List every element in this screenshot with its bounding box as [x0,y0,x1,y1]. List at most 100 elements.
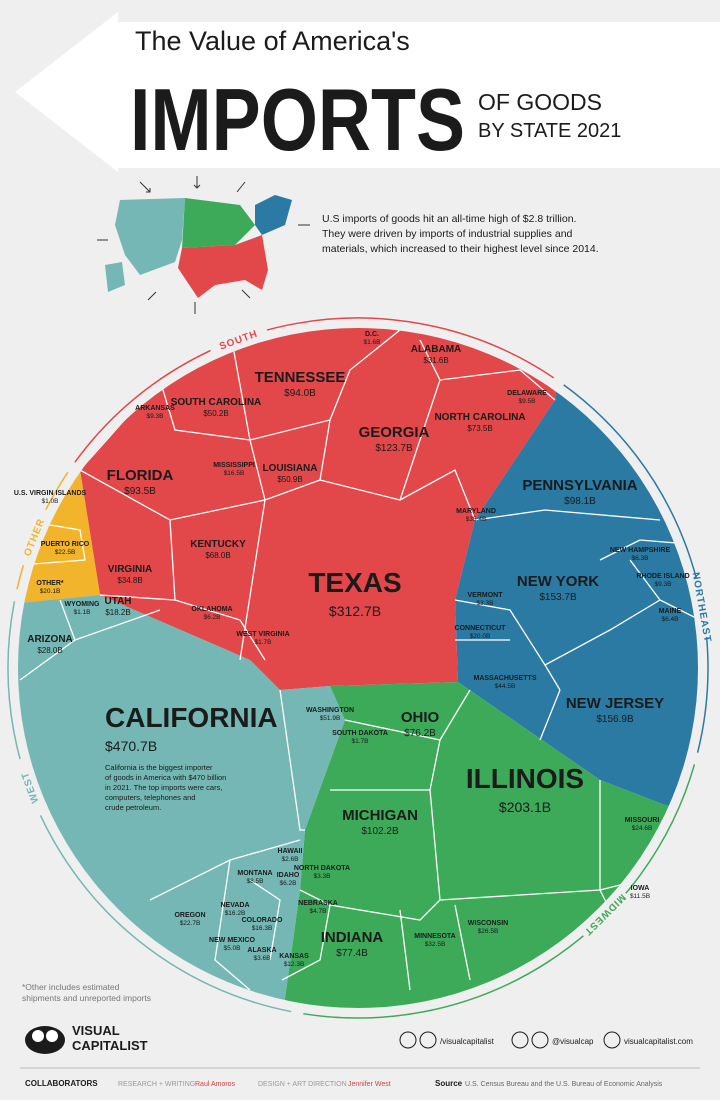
state-value: $6.2B [204,614,221,621]
state-value: $50.2B [203,409,228,418]
state-name: ALASKA [247,947,276,954]
state-value: $1.7B [352,738,369,745]
state-name: VERMONT [468,592,504,599]
state-value: $76.2B [404,728,436,739]
state-value: $3.3B [314,873,331,880]
state-name: CONNECTICUT [455,625,507,632]
state-value: $3.6B [254,955,271,962]
state-name: WASHINGTON [306,707,354,714]
intro-line: They were driven by imports of industria… [322,228,573,240]
state-value: $102.2B [361,826,399,837]
state-value: $153.7B [539,592,577,603]
state-value: $2.6B [282,856,299,863]
title-line: The Value of America's [135,26,410,56]
footer-name: Raul Amoros [195,1081,236,1088]
state-name: KANSAS [279,953,309,960]
state-value: $35.4B [466,516,487,523]
note-line: crude petroleum. [105,803,161,812]
state-name: KENTUCKY [190,539,246,550]
state-name: NEW JERSEY [566,695,664,712]
state-value: $1.0B [42,498,59,505]
state-name: FLORIDA [107,467,174,484]
footer-label: COLLABORATORS [25,1079,98,1088]
state-name: ALABAMA [411,344,462,355]
state-value: $1.1B [74,609,91,616]
state-name: NEW HAMPSHIRE [610,547,671,554]
brand-name: CAPITALIST [72,1038,148,1053]
state-name: SOUTH CAROLINA [171,397,262,408]
state-value: $470.7B [105,738,157,754]
state-name: OREGON [174,912,205,919]
note-line: computers, telephones and [105,793,195,802]
state-name: PUERTO RICO [41,541,90,548]
state-value: $9.3B [655,581,672,588]
brand-name: VISUAL [72,1023,120,1038]
note-line: California is the biggest importer [105,763,213,772]
state-name: DELAWARE [507,390,547,397]
state-value: $18.2B [105,608,130,617]
ring-arc [563,384,709,753]
state-name: WYOMING [65,601,101,608]
state-name: MAINE [659,608,682,615]
intro-text: U.S imports of goods hit an all-time hig… [322,213,599,255]
state-value: $5.0B [224,945,241,952]
state-value: $6.3B [632,555,649,562]
state-value: $156.9B [596,714,634,725]
social-handle[interactable]: @visualcap [552,1037,594,1046]
note-line: in 2021. The top imports were cars, [105,783,222,792]
state-name: NEBRASKA [298,900,338,907]
social-icons [399,1031,621,1049]
state-value: $1.7B [255,639,272,646]
state-value: $6.4B [662,616,679,623]
state-value: $93.5B [124,486,156,497]
state-name: OKLAHOMA [191,606,232,613]
state-name: ARIZONA [27,634,73,645]
state-name: ILLINOIS [466,763,584,794]
footer-source: U.S. Census Bureau and the U.S. Bureau o… [465,1081,663,1088]
state-value: $16.3B [252,925,273,932]
ring-arc [303,764,696,1019]
state-value: $34.8B [117,576,142,585]
state-value: $24.6B [632,825,653,832]
state-value: $68.0B [205,551,230,560]
state-value: $20.0B [470,633,491,640]
state-name: VIRGINIA [108,564,152,575]
state-name: UTAH [104,596,131,607]
state-value: $26.5B [478,928,499,935]
state-value: $8.5B [247,878,264,885]
state-name: IDAHO [277,872,300,879]
state-value: $203.1B [499,799,551,815]
footer-label: Source [435,1079,463,1088]
state-name: SOUTH DAKOTA [332,730,388,737]
state-name: LOUISIANA [263,463,318,474]
state-name: IOWA [631,885,650,892]
state-value: $50.9B [277,475,302,484]
state-value: $12.3B [284,961,305,968]
state-value: $16.2B [225,910,246,917]
state-value: $44.5B [495,683,516,690]
state-labels: D.C.$1.6B ALABAMA$31.6B TENNESSEE $94.0B ARK… [14,331,690,968]
ring-label-bg [690,576,715,638]
state-value: $22.7B [180,920,201,927]
state-value: $73.5B [467,424,492,433]
state-value: $11.5B [630,893,650,900]
state-name: D.C. [365,331,379,338]
social-handle[interactable]: visualcapitalist.com [624,1037,693,1046]
state-value: $31.6B [423,356,448,365]
state-value: $94.0B [284,388,316,399]
state-name: OTHER* [36,580,64,587]
ring-label-bg [15,506,52,568]
footnote-line: *Other includes estimated [22,982,120,992]
state-value: $9.5B [519,398,536,405]
social-handle[interactable]: /visualcapitalist [440,1037,495,1046]
state-name: INDIANA [321,929,384,946]
state-name: MISSOURI [625,817,660,824]
state-value: $1.6B [364,339,381,346]
state-name: MARYLAND [456,508,496,515]
state-name: NORTH DAKOTA [294,865,350,872]
state-value: $16.5B [224,470,245,477]
state-value: $51.9B [320,715,341,722]
title-main: IMPORTS [130,70,465,169]
footer-label: DESIGN + ART DIRECTION [258,1081,347,1088]
